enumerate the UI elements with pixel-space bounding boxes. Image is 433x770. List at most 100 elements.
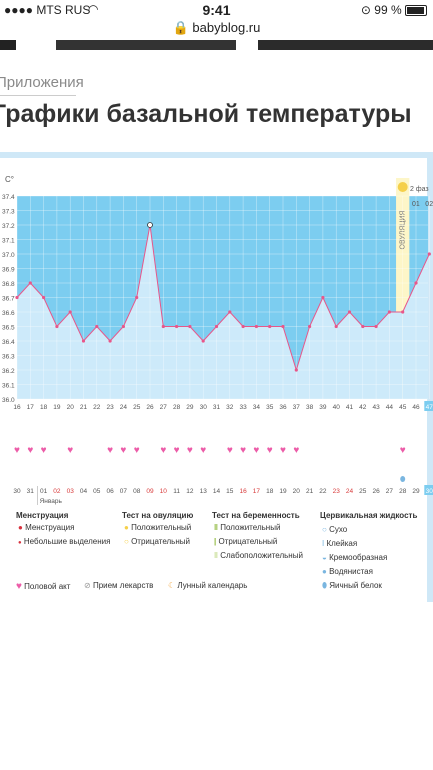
heart-icon: ♥ [400, 445, 406, 456]
drop-icon: ● [18, 523, 23, 532]
data-point [147, 222, 153, 228]
heart-icon: ♥ [280, 445, 286, 456]
x-tick-label: 38 [306, 404, 314, 411]
heart-icon: ♥ [160, 445, 166, 456]
date-label: 28 [399, 488, 407, 495]
legend-menstruation-title: Менструация [16, 511, 69, 520]
data-point [188, 324, 192, 329]
x-tick-label: 44 [386, 404, 394, 411]
double-bar-icon: ‖ [214, 523, 218, 532]
legend-creamy: ◒ Кремообразная [322, 553, 388, 562]
date-label: 18 [266, 488, 274, 495]
banner-block [56, 40, 236, 50]
heart-icon: ♥ [14, 445, 20, 456]
single-bar-icon: | [214, 537, 217, 546]
date-label: 19 [279, 488, 287, 495]
banner-block [0, 40, 16, 50]
data-point [414, 281, 418, 285]
url-bar[interactable]: 🔒 babyblog.ru [0, 20, 433, 40]
legend-spotting: ● Небольшие выделения [18, 537, 111, 546]
date-label: 26 [372, 488, 380, 495]
data-point [374, 324, 378, 329]
legend-pregnancy-weak: ‖ Слабоположительный [214, 551, 303, 560]
data-point [308, 324, 312, 329]
legend-egg-white: ⬮ Яичный белок [322, 581, 382, 590]
legend-medication: ⊘ Прием лекарств [84, 581, 154, 590]
x-tick-label: 37 [293, 404, 301, 411]
legend-watery: ● Водянистая [322, 567, 373, 576]
sun-icon [397, 182, 408, 192]
heart-icon: ♥ [107, 445, 113, 456]
date-label: 22 [319, 488, 327, 495]
y-tick-label: 37.0 [2, 252, 15, 259]
date-label: 15 [226, 488, 234, 495]
heart-icon: ♥ [41, 445, 47, 456]
date-label: 20 [293, 488, 301, 495]
date-label: 30 [426, 488, 433, 495]
date-label: 25 [359, 488, 367, 495]
legend-ovulation-negative: ○ Отрицательный [124, 537, 190, 546]
data-point [268, 324, 272, 329]
divider [0, 95, 76, 96]
heart-icon: ♥ [293, 445, 299, 456]
legend-sticky: I Клейкая [322, 539, 358, 548]
heart-icon: ♥ [187, 445, 193, 456]
x-tick-label: 27 [160, 404, 168, 411]
x-tick-label: 26 [146, 404, 154, 411]
data-point [108, 339, 112, 343]
date-label: 06 [106, 488, 114, 495]
temp-line [16, 224, 403, 372]
x-tick-label: 39 [319, 404, 327, 411]
data-point [294, 368, 298, 372]
x-tick-label: 24 [120, 404, 128, 411]
data-point [55, 324, 59, 329]
x-tick-label: 16 [13, 404, 21, 411]
date-label: 21 [306, 488, 314, 495]
x-tick-label: 40 [333, 404, 341, 411]
sun-icon: ● [124, 523, 129, 532]
data-point [228, 310, 232, 314]
ad-banner[interactable] [0, 40, 433, 50]
date-label: 14 [213, 488, 221, 495]
data-point [201, 339, 205, 343]
heart-icon: ♥ [16, 581, 22, 592]
y-tick-label: 36.7 [2, 296, 15, 303]
data-point [361, 324, 365, 329]
battery-percent: 99 % [374, 3, 402, 17]
dry-icon: ○ [322, 525, 327, 534]
legend-dry: ○ Сухо [322, 525, 348, 534]
x-tick-label: 32 [226, 404, 234, 411]
today-marker [424, 485, 433, 495]
x-tick-label: 20 [67, 404, 75, 411]
x-tick-label: 45 [399, 404, 407, 411]
heart-icon: ♥ [240, 445, 246, 456]
heart-icon: ♥ [267, 445, 273, 456]
today-marker [424, 401, 433, 411]
y-tick-label: 36.2 [2, 368, 15, 375]
chart-frame [427, 152, 433, 602]
chart-frame [0, 152, 433, 158]
clock: 9:41 [202, 2, 231, 18]
y-tick-label: 36.9 [2, 267, 15, 274]
x-tick-label: 17 [27, 404, 35, 411]
faint-bar-icon: ‖ [214, 551, 218, 560]
pill-icon: ⊘ [84, 581, 91, 590]
legend-pregnancy-positive: ‖ Положительный [214, 523, 281, 532]
data-point [321, 295, 325, 300]
heart-icon: ♥ [174, 445, 180, 456]
x-tick-label: 46 [412, 404, 420, 411]
url-text: babyblog.ru [192, 20, 261, 35]
data-point [175, 324, 179, 329]
y-tick-label: 36.6 [2, 310, 15, 317]
y-tick-label: 36.5 [2, 325, 15, 332]
x-tick-label: 18 [40, 404, 48, 411]
phase-label: 2 фаз [410, 186, 429, 193]
month-label: Январь [40, 498, 63, 505]
data-point [95, 324, 99, 329]
date-label: 07 [120, 488, 128, 495]
x-tick-label: 33 [239, 404, 247, 411]
y-tick-label: 36.1 [2, 383, 15, 390]
x-tick-label: 29 [186, 404, 194, 411]
legend-cervical-title: Цервикальная жидкость [320, 511, 418, 520]
breadcrumb[interactable]: Приложения [0, 74, 84, 91]
